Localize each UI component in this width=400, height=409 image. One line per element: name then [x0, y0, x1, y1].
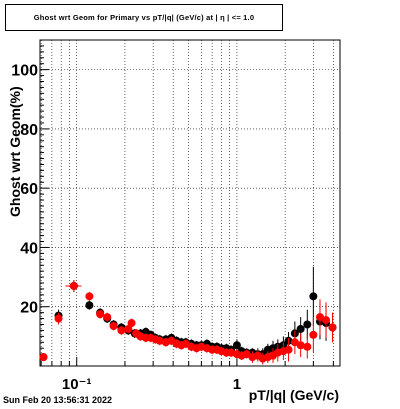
- y-tick-label: 100: [11, 63, 38, 80]
- data-point: [103, 313, 112, 322]
- data-point: [309, 292, 318, 301]
- data-point: [124, 324, 133, 333]
- data-point: [315, 313, 324, 322]
- data-point: [284, 345, 293, 354]
- frame: [39, 39, 341, 367]
- x-tick-label: 10⁻¹: [62, 376, 92, 393]
- data-point: [39, 353, 48, 362]
- data-point: [296, 341, 305, 350]
- data-point: [328, 323, 337, 332]
- timestamp: Sun Feb 20 13:56:31 2022: [3, 395, 113, 405]
- data-point: [322, 316, 331, 325]
- data-point: [303, 342, 312, 351]
- data-point: [85, 292, 94, 301]
- y-tick-label: 20: [20, 300, 38, 317]
- y-tick-label: 60: [20, 181, 38, 198]
- data-point: [303, 320, 312, 329]
- y-axis-label: Ghost wrt Geom(%): [7, 86, 23, 217]
- data-point: [117, 326, 126, 335]
- data-point: [85, 301, 94, 310]
- data-point: [54, 314, 63, 323]
- data-point: [309, 330, 318, 339]
- data-marks: [39, 266, 337, 365]
- chart-title: Ghost wrt Geom for Primary vs pT/|q| (Ge…: [5, 4, 283, 31]
- y-tick-label: 40: [20, 240, 38, 257]
- x-tick-label: 1: [233, 376, 241, 393]
- axes: 10⁻¹ 1 20 40 60 80 100: [11, 39, 334, 393]
- data-point: [232, 341, 241, 350]
- data-point: [96, 310, 105, 319]
- data-point: [155, 336, 164, 345]
- series-2: [39, 280, 337, 365]
- data-point: [296, 324, 305, 333]
- y-tick-label: 80: [20, 122, 38, 139]
- data-point: [109, 321, 118, 330]
- x-axis-label: pT/|q| (GeV/c): [249, 387, 339, 403]
- data-point: [127, 319, 136, 328]
- grid: [40, 40, 340, 366]
